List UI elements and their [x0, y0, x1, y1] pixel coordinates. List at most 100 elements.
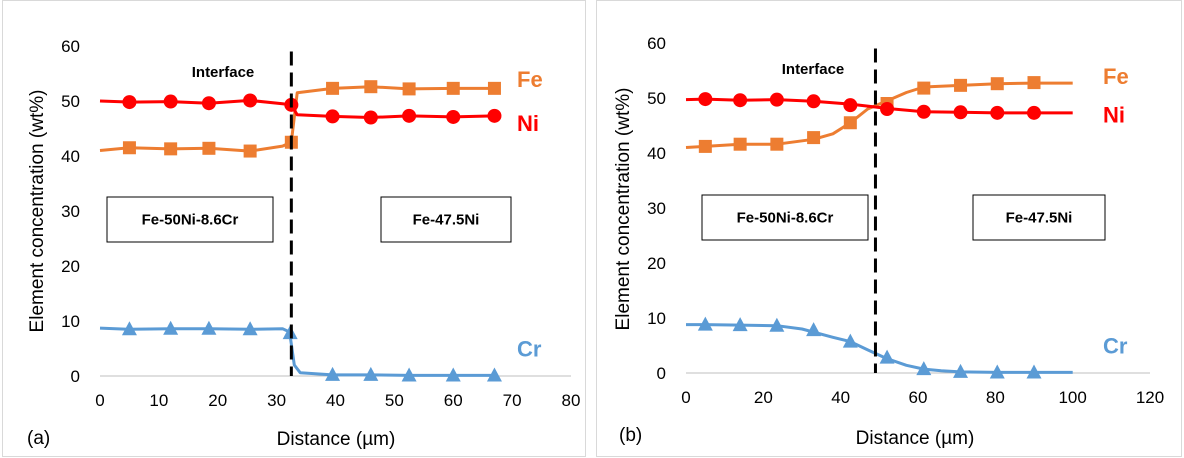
y-tick-label: 10 — [647, 309, 666, 328]
data-point-fe — [698, 139, 712, 153]
y-tick-label: 30 — [647, 199, 666, 218]
series-label-cr: Cr — [517, 337, 542, 362]
series-line-cr — [686, 323, 1073, 374]
left-alloy-box-label: Fe-50Ni-8.6Cr — [142, 212, 239, 229]
series-label-fe: Fe — [1103, 64, 1129, 89]
data-point-fe — [770, 137, 784, 151]
data-point-ni — [446, 109, 461, 124]
data-point-fe — [446, 81, 460, 95]
data-point-cr — [769, 317, 785, 332]
data-point-cr — [953, 363, 969, 378]
data-point-cr — [401, 367, 417, 382]
y-tick-label: 60 — [647, 34, 666, 53]
y-tick-label: 40 — [647, 144, 666, 163]
x-tick-label: 100 — [1058, 388, 1086, 407]
y-tick-label: 50 — [61, 92, 80, 111]
y-tick-label: 40 — [61, 147, 80, 166]
data-point-cr — [732, 317, 748, 332]
right-alloy-box — [972, 194, 1106, 241]
y-tick-label: 50 — [647, 89, 666, 108]
data-point-ni — [698, 92, 713, 107]
x-tick-label: 80 — [562, 391, 581, 410]
data-point-ni — [769, 92, 784, 107]
panel-label: (a) — [27, 428, 50, 449]
data-point-cr — [325, 366, 341, 381]
data-point-cr — [201, 320, 217, 335]
data-point-ni — [733, 93, 748, 108]
data-point-fe — [733, 137, 747, 151]
x-axis-title: Distance (µm) — [856, 428, 975, 449]
y-tick-label: 30 — [61, 202, 80, 221]
chart-svg: 0 10 20 30 40 50 60 0 20 40 60 80 100 120 Distance (µm… — [613, 34, 1164, 449]
data-point-fe — [487, 81, 501, 95]
data-point-fe — [164, 142, 178, 156]
data-point-fe — [990, 77, 1004, 91]
data-point-cr — [879, 349, 895, 364]
y-tick-label: 20 — [61, 257, 80, 276]
data-point-ni — [201, 96, 216, 111]
x-tick-label: 0 — [95, 391, 104, 410]
x-tick-label: 40 — [831, 388, 850, 407]
data-point-cr — [916, 361, 932, 376]
left-alloy-box — [701, 194, 869, 241]
panel-label: (b) — [619, 425, 642, 446]
y-tick-label: 0 — [657, 364, 666, 383]
data-point-cr — [121, 321, 137, 336]
x-axis-title: Distance (µm) — [277, 429, 396, 450]
series-label-ni: Ni — [517, 111, 539, 136]
x-tick-label: 60 — [444, 391, 463, 410]
x-tick-label: 20 — [754, 388, 773, 407]
x-tick-label: 10 — [149, 391, 168, 410]
x-tick-label: 60 — [909, 388, 928, 407]
series-label-ni: Ni — [1103, 103, 1125, 128]
right-alloy-box-label: Fe-47.5Ni — [1006, 210, 1073, 227]
data-point-ni — [916, 104, 931, 119]
data-point-fe — [843, 116, 857, 130]
data-point-fe — [364, 80, 378, 94]
data-point-ni — [163, 94, 178, 109]
data-point-fe — [917, 81, 931, 95]
data-point-ni — [953, 105, 968, 120]
data-point-ni — [122, 95, 137, 110]
data-point-cr — [486, 367, 502, 382]
data-point-cr — [242, 321, 258, 336]
interface-label: Interface — [192, 64, 255, 81]
data-point-cr — [806, 322, 822, 337]
x-tick-label: 20 — [208, 391, 227, 410]
data-point-ni — [880, 102, 895, 116]
data-point-cr — [697, 316, 713, 331]
series-line-fe — [685, 81, 1073, 149]
data-point-cr — [842, 333, 858, 348]
interface-label: Interface — [782, 61, 845, 78]
data-point-fe — [326, 81, 340, 95]
y-axis-title: Element concentration (wt%) — [613, 88, 634, 331]
data-point-fe — [243, 144, 257, 158]
chart-panel-a: 0 10 20 30 40 50 60 0 10 20 30 40 50 60 70 80 Distance (… — [2, 0, 586, 457]
series-line-cr — [99, 326, 495, 377]
chart-svg: 0 10 20 30 40 50 60 0 10 20 30 40 50 60 70 80 Distance (… — [27, 37, 581, 450]
data-point-fe — [954, 78, 968, 92]
data-point-cr — [989, 364, 1005, 379]
y-tick-label: 20 — [647, 254, 666, 273]
y-axis-title: Element concentration (wt%) — [27, 90, 48, 333]
data-point-cr — [163, 320, 179, 335]
chart-panel-b: 0 10 20 30 40 50 60 0 20 40 60 80 100 120 Distance (µm… — [596, 0, 1182, 457]
data-point-cr — [1026, 364, 1042, 379]
data-point-fe — [402, 82, 416, 96]
x-tick-label: 50 — [385, 391, 404, 410]
right-alloy-box-label: Fe-47.5Ni — [413, 212, 480, 229]
left-alloy-box-label: Fe-50Ni-8.6Cr — [737, 210, 834, 227]
data-point-ni — [843, 98, 858, 113]
x-tick-label: 80 — [986, 388, 1005, 407]
right-alloy-box — [380, 196, 512, 243]
data-point-ni — [1027, 105, 1041, 120]
x-tick-label: 30 — [267, 391, 286, 410]
y-tick-label: 60 — [61, 37, 80, 56]
data-point-ni — [325, 109, 340, 124]
data-point-fe — [122, 141, 136, 155]
y-tick-label: 10 — [61, 312, 80, 331]
x-tick-label: 70 — [503, 391, 522, 410]
x-tick-label: 0 — [681, 388, 690, 407]
data-point-ni — [487, 108, 502, 123]
data-point-fe — [1027, 76, 1041, 90]
